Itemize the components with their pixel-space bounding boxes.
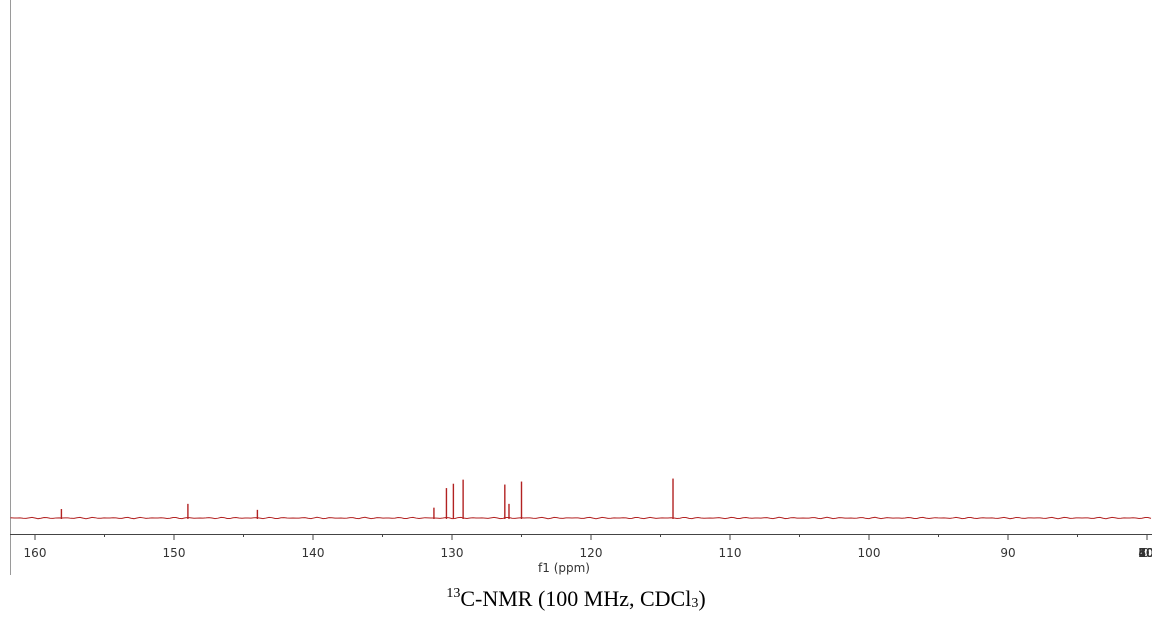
x-tick-label: 120 (580, 546, 603, 560)
x-axis-title: f1 (ppm) (538, 561, 590, 575)
x-tick-label: 30 (1138, 546, 1152, 560)
x-tick-label: 160 (24, 546, 47, 560)
x-tick-label: 140 (302, 546, 325, 560)
caption-isotope: 13 (446, 586, 461, 601)
x-tick-label: 20 (1138, 546, 1152, 560)
x-tick-label: 0 (1142, 546, 1150, 560)
x-tick-label: 60 (1138, 546, 1152, 560)
x-tick-label: 10 (1138, 546, 1152, 560)
x-tick-label: 90 (1000, 546, 1015, 560)
x-tick-label: 150 (163, 546, 186, 560)
spectrum-peaks (60, 478, 674, 519)
caption-main-text: C-NMR (100 MHz, CDCl (460, 586, 692, 611)
figure-caption: 13C-NMR (100 MHz, CDCl3) (0, 586, 1152, 612)
x-tick-label: 80 (1138, 546, 1152, 560)
caption-end: ) (698, 586, 706, 611)
x-tick-label: 110 (719, 546, 742, 560)
x-tick-label: 100 (858, 546, 881, 560)
caption-subscript: 3 (691, 596, 699, 611)
x-tick-label: 50 (1138, 546, 1152, 560)
x-tick-label: 70 (1138, 546, 1152, 560)
x-tick-label: 130 (441, 546, 464, 560)
x-tick-label: 40 (1138, 546, 1152, 560)
spectrum-plot: 160 150 140 130 120 110 100 90 80706050403020100… (10, 0, 1152, 575)
spectrum-baseline (10, 516, 1152, 520)
